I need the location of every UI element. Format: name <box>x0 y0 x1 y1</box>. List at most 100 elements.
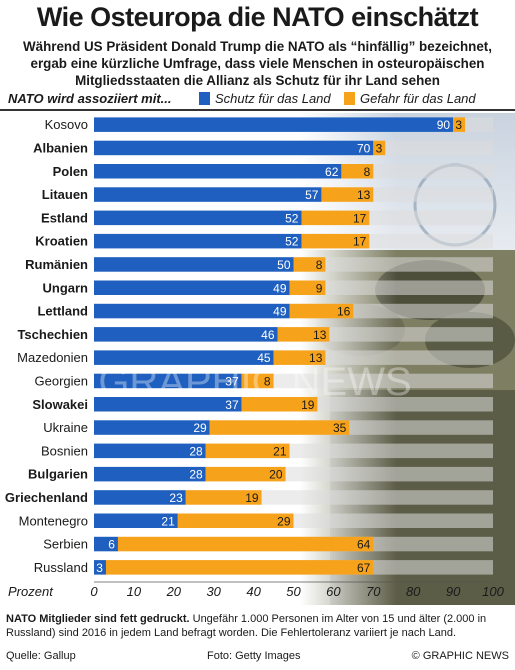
x-tick-label: 100 <box>482 584 504 599</box>
data-label-protection: 21 <box>161 514 175 528</box>
category-label: Estland <box>41 210 88 225</box>
bar-threat <box>241 373 274 389</box>
x-tick-label: 90 <box>446 584 461 599</box>
subtitle: Während US Präsident Donald Trump die NA… <box>23 39 492 88</box>
bar-protection <box>94 560 106 575</box>
legend: NATO wird assoziiert mit... Schutz für d… <box>8 90 508 108</box>
footnote-text: Ungefähr 1.000 Personen im Alter von 15 … <box>6 613 487 639</box>
legend-title: NATO wird assoziiert mit... <box>8 91 172 106</box>
category-label: Slowakei <box>32 397 88 412</box>
bar-protection <box>94 210 302 226</box>
data-label-threat: 64 <box>357 538 371 552</box>
data-label-protection: 28 <box>189 468 203 482</box>
bar-threat <box>273 350 326 365</box>
bar-threat <box>209 420 350 435</box>
bar-threat <box>241 397 318 412</box>
data-label-threat: 13 <box>313 328 327 342</box>
data-label-threat: 3 <box>455 118 462 132</box>
bar-protection <box>94 164 342 179</box>
category-label: Griechenland <box>5 490 88 505</box>
data-label-protection: 45 <box>257 351 271 365</box>
data-label-protection: 62 <box>325 165 339 179</box>
watermark: GRAPHIC NEWS <box>98 360 411 404</box>
bar-threat <box>341 164 374 179</box>
data-label-threat: 13 <box>309 351 323 365</box>
bar-threat <box>205 466 286 482</box>
x-tick-label: 70 <box>366 584 381 599</box>
footnote: NATO Mitglieder sind fett gedruckt. Unge… <box>6 612 511 640</box>
data-label-threat: 19 <box>301 398 315 412</box>
category-label: Litauen <box>42 187 88 202</box>
x-tick-label: 20 <box>166 584 182 599</box>
legend-swatch-protection <box>199 92 210 105</box>
page-title: Wie Osteuropa die NATO einschätzt <box>36 2 479 32</box>
data-label-protection: 70 <box>357 141 371 155</box>
data-label-protection: 57 <box>305 188 319 202</box>
data-label-threat: 21 <box>273 444 287 458</box>
data-label-threat: 67 <box>357 561 371 575</box>
header-divider <box>0 109 515 111</box>
data-label-protection: 37 <box>225 398 239 412</box>
category-label: Lettland <box>37 304 88 319</box>
bar-threat <box>301 210 370 226</box>
bar-protection <box>94 117 454 132</box>
category-label: Kosovo <box>45 117 88 132</box>
data-label-threat: 8 <box>316 258 323 272</box>
category-label: Montenegro <box>19 513 88 528</box>
x-tick-label: 60 <box>326 584 341 599</box>
source-note: Quelle: Gallup <box>6 650 76 662</box>
data-label-protection: 37 <box>225 374 239 388</box>
data-label-protection: 90 <box>437 118 451 132</box>
bar-threat <box>293 257 326 272</box>
category-label: Bosnien <box>41 443 88 458</box>
data-label-threat: 17 <box>353 235 367 249</box>
data-label-threat: 9 <box>316 281 323 295</box>
category-label: Ungarn <box>43 280 89 295</box>
data-label-protection: 23 <box>169 491 183 505</box>
category-label: Rumänien <box>25 257 88 272</box>
bar-threat <box>321 187 374 202</box>
data-label-threat: 17 <box>353 211 367 225</box>
bar-protection <box>94 397 242 412</box>
bar-protection <box>94 373 242 389</box>
bar-threat <box>205 443 290 459</box>
x-tick-label: 80 <box>406 584 421 599</box>
bar-threat <box>117 536 374 552</box>
bar-threat <box>105 560 374 575</box>
data-label-protection: 50 <box>277 258 291 272</box>
x-tick-label: 50 <box>286 584 301 599</box>
bar-protection <box>94 466 206 482</box>
bar-threat <box>177 513 294 528</box>
bar-threat <box>453 117 466 132</box>
data-label-threat: 35 <box>333 421 347 435</box>
category-label: Kroatien <box>35 234 88 249</box>
data-label-threat: 19 <box>245 491 259 505</box>
data-label-threat: 13 <box>357 188 371 202</box>
bar-protection <box>94 187 322 202</box>
data-label-threat: 16 <box>337 305 351 319</box>
bar-protection <box>94 257 294 272</box>
bar-threat <box>373 140 386 156</box>
data-label-protection: 49 <box>273 305 287 319</box>
data-label-threat: 8 <box>264 374 271 388</box>
legend-label-protection: Schutz für das Land <box>215 91 331 106</box>
x-tick-label: 10 <box>127 584 142 599</box>
category-label: Albanien <box>33 140 88 155</box>
bar-protection <box>94 280 290 295</box>
data-label-threat: 3 <box>376 141 383 155</box>
legend-label-threat: Gefahr für das Land <box>360 91 476 106</box>
category-label: Russland <box>34 560 88 575</box>
x-tick-label: 40 <box>246 584 261 599</box>
bar-protection <box>94 490 186 505</box>
category-label: Mazedonien <box>17 350 88 365</box>
category-label: Tschechien <box>17 327 88 342</box>
bar-protection <box>94 536 118 552</box>
footnote-bold: NATO Mitglieder sind fett gedruckt. <box>6 613 190 625</box>
category-label: Ukraine <box>43 420 88 435</box>
bar-protection <box>94 513 178 528</box>
x-axis-title: Prozent <box>8 584 54 599</box>
data-label-protection: 3 <box>96 561 103 575</box>
x-tick-label: 0 <box>90 584 98 599</box>
